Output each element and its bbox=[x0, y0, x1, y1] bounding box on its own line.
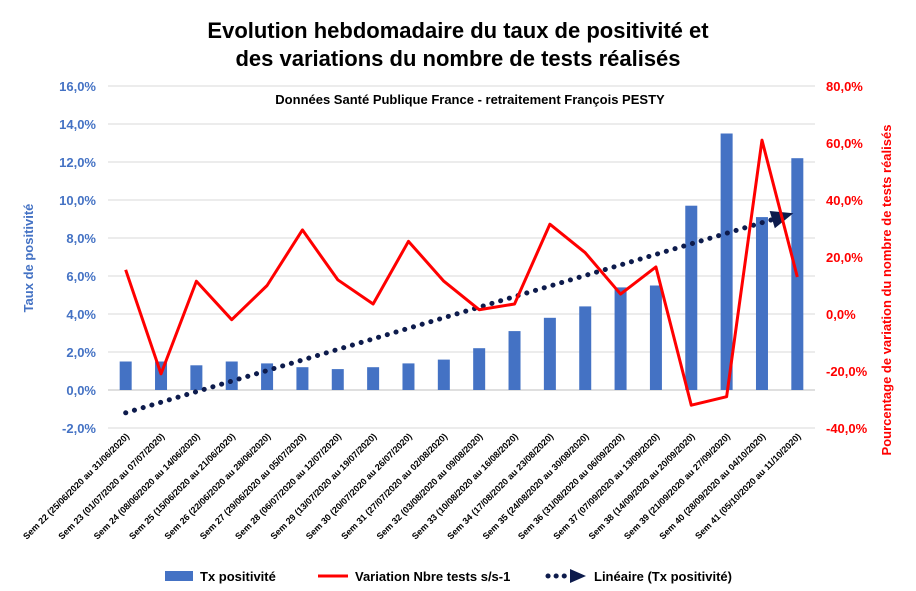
legend-label: Linéaire (Tx positivité) bbox=[594, 569, 732, 584]
bar bbox=[119, 361, 132, 390]
bar bbox=[649, 285, 662, 390]
y-tick-label: 2,0% bbox=[66, 345, 96, 360]
y2-tick-label: 40,0% bbox=[826, 193, 863, 208]
bar bbox=[614, 287, 627, 390]
bar bbox=[261, 363, 274, 390]
y2-tick-label: 80,0% bbox=[826, 79, 863, 94]
legend-swatch-bar bbox=[165, 571, 193, 581]
y2-tick-label: 0,0% bbox=[826, 307, 856, 322]
bar bbox=[579, 306, 592, 390]
bar bbox=[331, 369, 344, 390]
y-tick-label: 8,0% bbox=[66, 231, 96, 246]
legend-label: Tx positivité bbox=[200, 569, 276, 584]
bar bbox=[190, 365, 203, 390]
y2-tick-label: 20,0% bbox=[826, 250, 863, 265]
y2-tick-label: -20,0% bbox=[826, 364, 868, 379]
bar bbox=[720, 133, 733, 390]
y-tick-label: 4,0% bbox=[66, 307, 96, 322]
bar bbox=[508, 331, 521, 390]
y-tick-label: 10,0% bbox=[59, 193, 96, 208]
bar bbox=[543, 317, 556, 390]
bar bbox=[685, 205, 698, 390]
y-tick-label: 0,0% bbox=[66, 383, 96, 398]
bar bbox=[402, 363, 415, 390]
chart-title-line2: des variations du nombre de tests réalis… bbox=[235, 46, 680, 71]
y-tick-label: 12,0% bbox=[59, 155, 96, 170]
bar bbox=[755, 217, 768, 390]
y-tick-label: -2,0% bbox=[62, 421, 96, 436]
y2-tick-label: 60,0% bbox=[826, 136, 863, 151]
bar bbox=[296, 367, 309, 390]
legend-swatch-arrow bbox=[570, 569, 586, 583]
y-tick-label: 16,0% bbox=[59, 79, 96, 94]
y-tick-label: 14,0% bbox=[59, 117, 96, 132]
y-axis-label: Taux de positivité bbox=[21, 204, 36, 313]
bar bbox=[473, 348, 486, 390]
chart-subtitle: Données Santé Publique France - retraite… bbox=[275, 92, 665, 107]
series-line-variation bbox=[124, 138, 799, 407]
bar bbox=[437, 359, 450, 390]
y-tick-label: 6,0% bbox=[66, 269, 96, 284]
y2-axis-label: Pourcentage de variation du nombre de te… bbox=[879, 125, 894, 456]
chart-title-line1: Evolution hebdomadaire du taux de positi… bbox=[207, 18, 709, 43]
bar bbox=[225, 361, 238, 390]
bar bbox=[367, 367, 380, 390]
legend-label: Variation Nbre tests s/s-1 bbox=[355, 569, 510, 584]
y2-tick-label: -40,0% bbox=[826, 421, 868, 436]
